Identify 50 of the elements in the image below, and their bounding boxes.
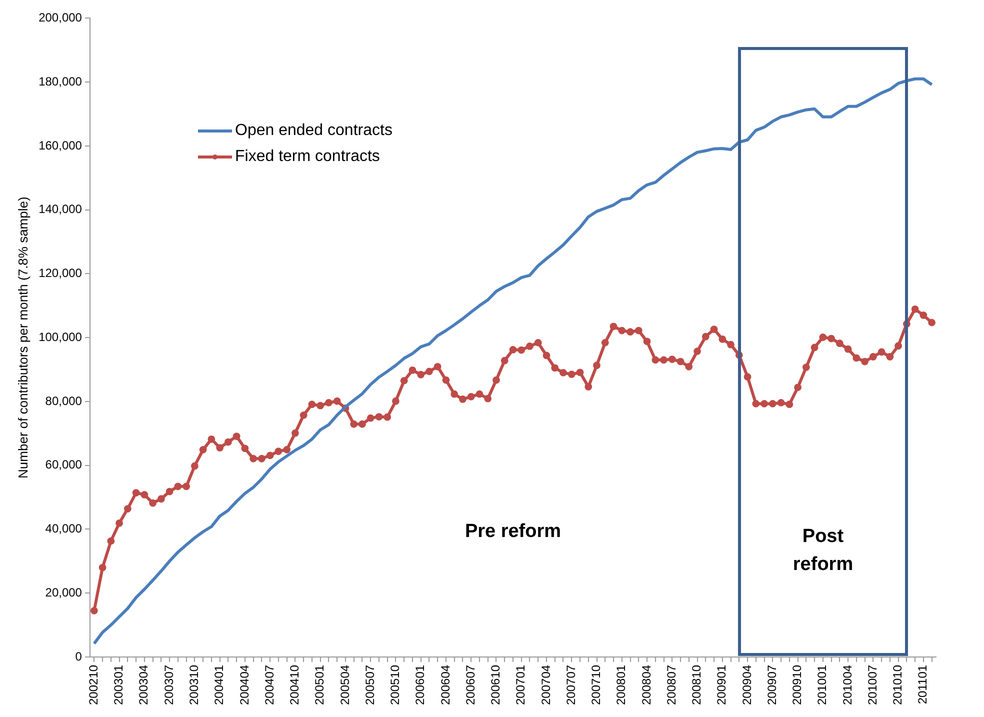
x-tick-label: 200601	[413, 664, 428, 706]
x-tick-label: 200407	[262, 664, 276, 706]
x-tick-label: 201010	[890, 664, 905, 706]
x-tick-label: 200410	[288, 664, 302, 706]
x-tick-label: 200610	[488, 664, 503, 706]
y-axis-title: Number of contributors per month (7.8% sample)	[15, 196, 30, 478]
x-tick-label: 200607	[463, 664, 478, 706]
y-tick-label: 0	[75, 649, 82, 664]
x-tick-label: 200310	[186, 664, 201, 706]
legend-label: Fixed term contracts	[235, 148, 380, 166]
y-tick-label: 60,000	[45, 458, 82, 472]
x-tick-label: 200801	[614, 664, 628, 706]
y-tick-label: 100,000	[38, 330, 82, 344]
x-tick-label: 200304	[136, 664, 151, 706]
x-tick-label: 200401	[212, 664, 226, 706]
x-tick-label: 200307	[162, 664, 176, 706]
x-tick-label: 200604	[438, 664, 452, 706]
x-tick-label: 200507	[362, 664, 377, 706]
x-tick-label: 200710	[589, 664, 604, 706]
x-tick-label: 200901	[714, 664, 729, 706]
x-tick-label: 201101	[916, 664, 930, 704]
x-tick-label: 200510	[388, 664, 402, 706]
x-tick-label: 200707	[564, 664, 578, 706]
x-tick-label: 200804	[639, 664, 654, 706]
x-tick-label: 200704	[538, 664, 553, 706]
x-tick-label: 200907	[764, 664, 779, 706]
y-tick-label: 40,000	[45, 522, 82, 536]
x-tick-label: 200807	[664, 664, 678, 706]
annotation: Pre reform	[464, 520, 562, 544]
x-tick-label: 200810	[690, 664, 704, 706]
x-tick-label: 201001	[815, 664, 830, 706]
y-tick-label: 180,000	[38, 74, 82, 88]
x-tick-label: 200301	[112, 664, 126, 706]
x-tick-label: 201007	[865, 664, 880, 706]
x-tick-label: 200701	[514, 664, 528, 706]
x-tick-label: 200904	[740, 664, 754, 706]
y-tick-label: 140,000	[38, 202, 82, 216]
x-tick-label: 200404	[237, 664, 252, 706]
y-tick-label: 200,000	[38, 10, 82, 25]
x-tick-label: 200504	[338, 664, 352, 706]
x-tick-label: 200210	[86, 664, 100, 706]
y-tick-label: 120,000	[38, 266, 82, 280]
x-tick-label: 200910	[790, 664, 804, 706]
annotation: Post reform	[792, 525, 854, 577]
legend-label: Open ended contracts	[235, 122, 392, 140]
y-tick-label: 20,000	[45, 585, 82, 600]
y-tick-label: 160,000	[38, 138, 82, 152]
x-tick-label: 200501	[312, 664, 327, 706]
y-tick-label: 80,000	[45, 394, 82, 408]
x-tick-label: 201004	[840, 664, 854, 706]
